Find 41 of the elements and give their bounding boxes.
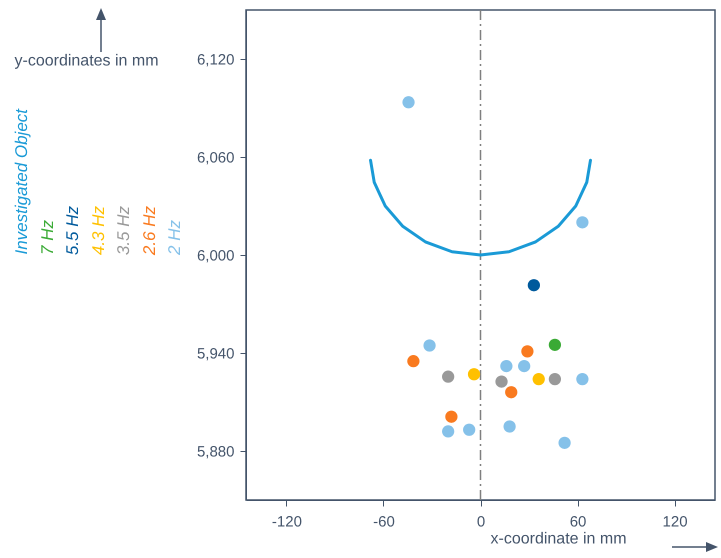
point	[500, 360, 512, 372]
point	[445, 410, 458, 423]
text: 4.3 Hz	[88, 206, 108, 255]
point	[423, 339, 436, 352]
point	[518, 360, 530, 372]
point	[576, 373, 589, 386]
point	[468, 368, 480, 380]
y-tick-label: 5,880	[196, 444, 234, 460]
x-tick-label: 60	[570, 514, 586, 530]
point	[548, 373, 562, 386]
point	[558, 436, 571, 449]
text: 2 Hz	[165, 220, 185, 255]
point	[442, 425, 454, 438]
x-tick-label: 0	[476, 514, 486, 530]
point	[442, 370, 454, 383]
point	[463, 424, 476, 436]
point	[402, 96, 415, 108]
y-tick-label: 5,940	[196, 346, 234, 362]
point	[407, 355, 420, 368]
x-tick-label: 120	[662, 514, 688, 530]
y-axis-title: y-coordinates in mm	[14, 52, 159, 70]
text: Investigated Object	[12, 109, 32, 255]
point	[528, 279, 540, 292]
y-tick-label: 6,120	[196, 52, 234, 68]
text: 7 Hz	[38, 220, 58, 255]
point	[576, 216, 589, 228]
y-tick-label: 6,000	[196, 248, 234, 264]
point	[505, 386, 518, 398]
point	[503, 420, 516, 433]
x-tick-label: -60	[373, 514, 395, 530]
y-tick-label: 6,060	[196, 150, 234, 166]
point	[521, 345, 534, 358]
text: 5.5 Hz	[63, 206, 83, 255]
text: 2.6 Hz	[140, 206, 160, 255]
point	[495, 375, 508, 388]
point	[532, 373, 545, 386]
x-tick-label: -120	[272, 514, 302, 530]
point	[548, 338, 562, 351]
text: 3.5 Hz	[114, 206, 134, 255]
line-series	[369, 158, 592, 256]
x-axis-title: x-coordinate in mm	[490, 530, 627, 548]
